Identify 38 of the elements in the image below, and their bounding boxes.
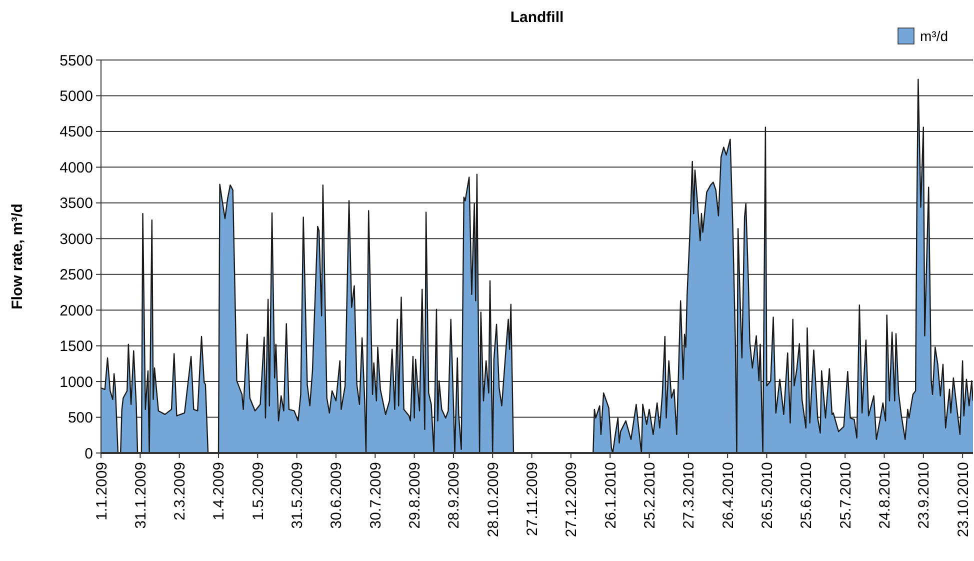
y-tick-label: 5000 [60, 88, 93, 105]
x-tick-label: 1.1.2009 [93, 462, 110, 520]
y-tick-label: 0 [84, 445, 93, 462]
y-axis-title: Flow rate, m³/d [9, 204, 26, 310]
y-tick-label: 500 [68, 410, 93, 427]
y-tick-label: 2000 [60, 302, 93, 320]
y-tick-label: 4500 [60, 124, 93, 141]
x-tick-label: 27.12.2009 [563, 462, 580, 538]
x-tick-label: 28.10.2009 [484, 462, 502, 538]
y-tick-label: 2500 [60, 266, 93, 284]
y-tick-label: 3500 [60, 195, 93, 212]
x-tick-label: 25.7.2010 [837, 462, 854, 529]
x-tick-label: 29.8.2009 [406, 462, 424, 529]
y-tick-label: 5500 [60, 52, 93, 70]
x-tick-label: 26.1.2010 [602, 462, 620, 529]
x-tick-label: 26.5.2010 [759, 462, 776, 529]
x-tick-label: 25.2.2010 [642, 462, 659, 529]
x-tick-label: 1.5.2009 [250, 462, 267, 520]
chart-title: Landfill [510, 9, 564, 26]
x-tick-label: 2.3.2009 [172, 462, 189, 520]
x-tick-label: 1.4.2009 [210, 462, 228, 520]
x-tick-label: 23.9.2010 [916, 462, 933, 529]
x-tick-label: 31.1.2009 [132, 462, 150, 529]
x-tick-label: 26.4.2010 [720, 462, 737, 529]
x-tick-label: 24.8.2010 [876, 462, 894, 529]
y-tick-label: 1500 [60, 338, 93, 356]
x-tick-label: 27.3.2010 [680, 462, 698, 529]
x-tick-label: 30.6.2009 [328, 462, 346, 529]
x-tick-label: 27.11.2009 [524, 462, 542, 536]
y-tick-label: 1000 [60, 374, 93, 391]
x-tick-label: 28.9.2009 [446, 462, 463, 529]
x-tick-label: 31.5.2009 [289, 462, 306, 529]
x-tick-label: 30.7.2009 [367, 462, 384, 529]
x-tick-label: 25.6.2010 [798, 462, 816, 529]
y-tick-label: 3000 [60, 230, 93, 248]
y-tick-label: 4000 [60, 159, 93, 176]
legend-label: m³/d [920, 28, 948, 44]
x-tick-label: 23.10.2010 [954, 462, 972, 538]
